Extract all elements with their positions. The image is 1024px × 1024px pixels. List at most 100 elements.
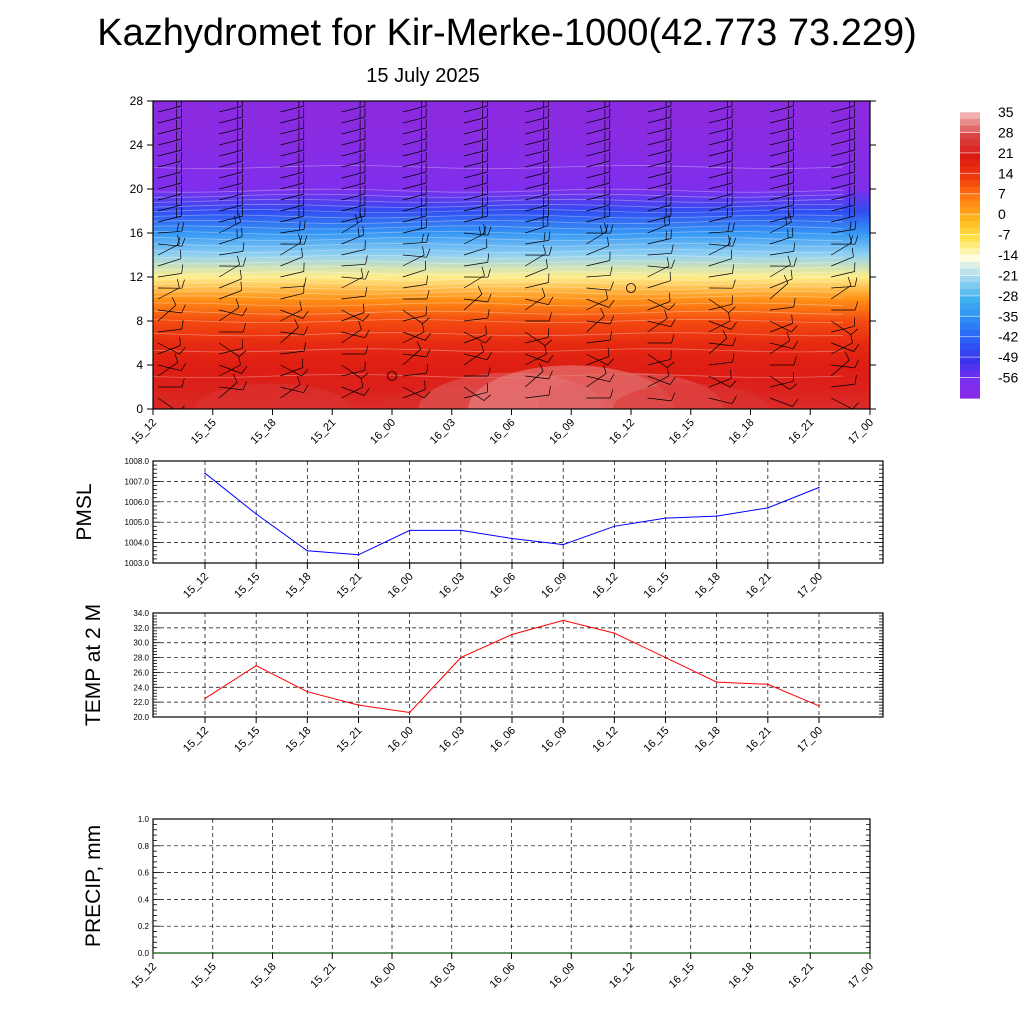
wind-barb bbox=[708, 196, 733, 212]
wind-barb bbox=[463, 386, 491, 401]
colorbar-segment bbox=[960, 186, 980, 195]
x-tick-label: 16_06 bbox=[488, 417, 518, 447]
wind-barb bbox=[402, 380, 426, 399]
wind-barb bbox=[647, 141, 672, 157]
colorbar-segment bbox=[960, 384, 980, 392]
colorbar-segment bbox=[960, 289, 980, 297]
data-point bbox=[212, 952, 214, 954]
colorbar-segment bbox=[960, 343, 980, 351]
y-tick-label: 20.0 bbox=[133, 713, 149, 722]
wind-barb bbox=[219, 185, 243, 201]
wind-barb bbox=[647, 334, 675, 344]
x-tick-label: 16_03 bbox=[437, 571, 467, 601]
wind-barb bbox=[586, 266, 613, 278]
x-tick-label: 16_21 bbox=[744, 725, 774, 755]
colorbar-segment bbox=[960, 241, 980, 249]
x-tick-label: 15_21 bbox=[308, 417, 338, 447]
panel-frame bbox=[152, 460, 884, 564]
wind-barb bbox=[402, 108, 427, 124]
x-tick-label: 15_21 bbox=[335, 571, 365, 601]
wind-barb bbox=[647, 108, 672, 124]
wind-barb bbox=[280, 163, 305, 179]
wind-barb bbox=[157, 207, 182, 223]
wind-barb bbox=[831, 108, 855, 124]
wind-barb bbox=[769, 108, 794, 124]
x-tick-label: 16_00 bbox=[368, 961, 398, 991]
x-tick-label: 15_12 bbox=[181, 725, 211, 755]
y-tick-label: 0.8 bbox=[138, 842, 150, 851]
wind-barb bbox=[280, 301, 303, 322]
wind-barb bbox=[525, 246, 553, 256]
x-tick-label: 16_18 bbox=[693, 725, 723, 755]
wind-barb bbox=[769, 314, 793, 333]
wind-barb bbox=[524, 362, 544, 388]
wind-barb bbox=[280, 141, 305, 157]
y-tick-label: 1007.0 bbox=[125, 477, 150, 486]
colorbar-segment bbox=[960, 234, 980, 242]
x-tick-label: 16_15 bbox=[667, 417, 697, 447]
temp-2m-panel: 34.0 32.0 30.0 28.0 26.0 24.0 22.0 20.0 15_12 15_… bbox=[82, 604, 884, 755]
wind-barb bbox=[157, 336, 181, 355]
wind-barb bbox=[219, 174, 243, 190]
calm-wind-marker bbox=[626, 283, 636, 293]
y-tick-label: 0 bbox=[136, 402, 143, 416]
wind-barb bbox=[708, 207, 733, 223]
wind-barb bbox=[525, 258, 548, 278]
wind-barb bbox=[647, 229, 672, 245]
wind-barb bbox=[463, 253, 490, 267]
wind-barb bbox=[769, 141, 794, 157]
x-tick-label: 16_00 bbox=[386, 725, 416, 755]
y-tick-label: 30.0 bbox=[133, 639, 149, 648]
wind-barb bbox=[769, 174, 794, 190]
colorbar-segment bbox=[960, 166, 980, 174]
data-point bbox=[204, 472, 206, 475]
wind-barb bbox=[341, 225, 365, 245]
wind-barb bbox=[280, 196, 305, 212]
colorbar-segment bbox=[960, 125, 980, 134]
wind-barb bbox=[769, 257, 797, 267]
colorbar-segment bbox=[960, 329, 980, 338]
y-axis-label: PRECIP, mm bbox=[82, 825, 105, 947]
wind-barb bbox=[280, 384, 309, 394]
wind-barb bbox=[341, 386, 370, 396]
colorbar-segment bbox=[960, 282, 980, 290]
wind-barb bbox=[280, 262, 305, 278]
data-point bbox=[715, 681, 718, 683]
temperature-contour bbox=[153, 318, 844, 324]
wind-barb bbox=[402, 275, 428, 289]
wind-barb bbox=[831, 235, 859, 245]
wind-barb bbox=[341, 163, 366, 179]
wind-barb bbox=[647, 259, 676, 269]
wind-barb bbox=[341, 152, 366, 168]
pmsl-panel: 1008.0 1007.0 1006.0 1005.0 1004.0 1003.0 15_1… bbox=[73, 457, 884, 601]
wind-barb bbox=[463, 196, 488, 212]
wind-barb bbox=[769, 213, 792, 234]
colorbar-label: -42 bbox=[998, 329, 1018, 345]
wind-barb bbox=[525, 130, 549, 146]
data-point bbox=[255, 513, 257, 515]
data-point bbox=[511, 633, 513, 636]
wind-barb bbox=[831, 196, 855, 212]
y-tick-label: 1.0 bbox=[138, 815, 150, 824]
wind-barb bbox=[831, 207, 855, 223]
wind-barb bbox=[586, 163, 611, 179]
data-point bbox=[570, 952, 573, 954]
wind-barb bbox=[280, 152, 305, 168]
y-tick-label: 32.0 bbox=[133, 624, 149, 633]
temperature-contour bbox=[153, 219, 844, 225]
data-point bbox=[562, 543, 564, 546]
data-point bbox=[357, 704, 360, 706]
y-tick-label: 1003.0 bbox=[125, 559, 150, 568]
wind-barb bbox=[831, 276, 852, 300]
x-tick-label: 15_21 bbox=[308, 961, 338, 991]
warm-surface-region bbox=[194, 383, 351, 409]
x-tick-label: 15_12 bbox=[129, 961, 159, 991]
wind-barb bbox=[463, 351, 493, 361]
wind-barb bbox=[219, 323, 246, 333]
wind-barb bbox=[586, 281, 614, 291]
wind-barb bbox=[157, 237, 186, 247]
x-tick-label: 16_00 bbox=[386, 571, 416, 601]
wind-barb bbox=[157, 362, 187, 372]
wind-barb bbox=[157, 264, 184, 278]
y-tick-label: 34.0 bbox=[133, 609, 149, 618]
